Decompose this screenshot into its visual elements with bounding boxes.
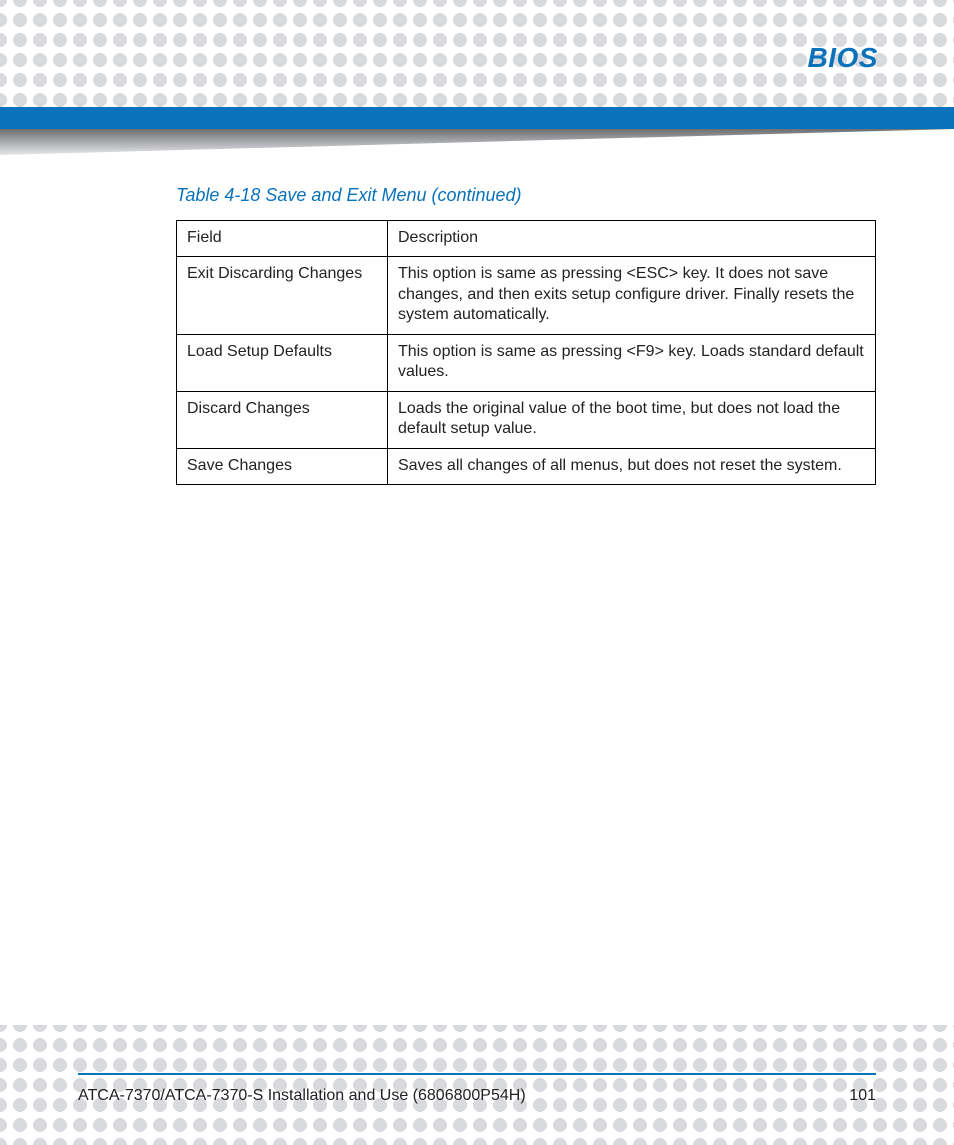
table-header-row: Field Description	[177, 221, 876, 257]
cell-field: Load Setup Defaults	[177, 334, 388, 391]
footer-doc-title: ATCA-7370/ATCA-7370-S Installation and U…	[78, 1087, 526, 1105]
col-field: Field	[177, 221, 388, 257]
page-section-title: BIOS	[808, 42, 878, 74]
col-description: Description	[388, 221, 876, 257]
table-row: Load Setup Defaults This option is same …	[177, 334, 876, 391]
cell-desc: This option is same as pressing <ESC> ke…	[388, 257, 876, 334]
cell-field: Exit Discarding Changes	[177, 257, 388, 334]
table-row: Exit Discarding Changes This option is s…	[177, 257, 876, 334]
cell-desc: This option is same as pressing <F9> key…	[388, 334, 876, 391]
cell-desc: Loads the original value of the boot tim…	[388, 391, 876, 448]
cell-field: Discard Changes	[177, 391, 388, 448]
footer-page-number: 101	[849, 1087, 876, 1105]
save-exit-table: Field Description Exit Discarding Change…	[176, 220, 876, 485]
footer-rule	[78, 1073, 876, 1075]
table-caption: Table 4-18 Save and Exit Menu (continued…	[176, 185, 876, 206]
page-content: Table 4-18 Save and Exit Menu (continued…	[176, 185, 876, 485]
header-wedge	[0, 129, 954, 155]
table-row: Discard Changes Loads the original value…	[177, 391, 876, 448]
cell-field: Save Changes	[177, 448, 388, 484]
page-footer: ATCA-7370/ATCA-7370-S Installation and U…	[78, 1073, 876, 1105]
table-row: Save Changes Saves all changes of all me…	[177, 448, 876, 484]
cell-desc: Saves all changes of all menus, but does…	[388, 448, 876, 484]
header-bar	[0, 107, 954, 129]
